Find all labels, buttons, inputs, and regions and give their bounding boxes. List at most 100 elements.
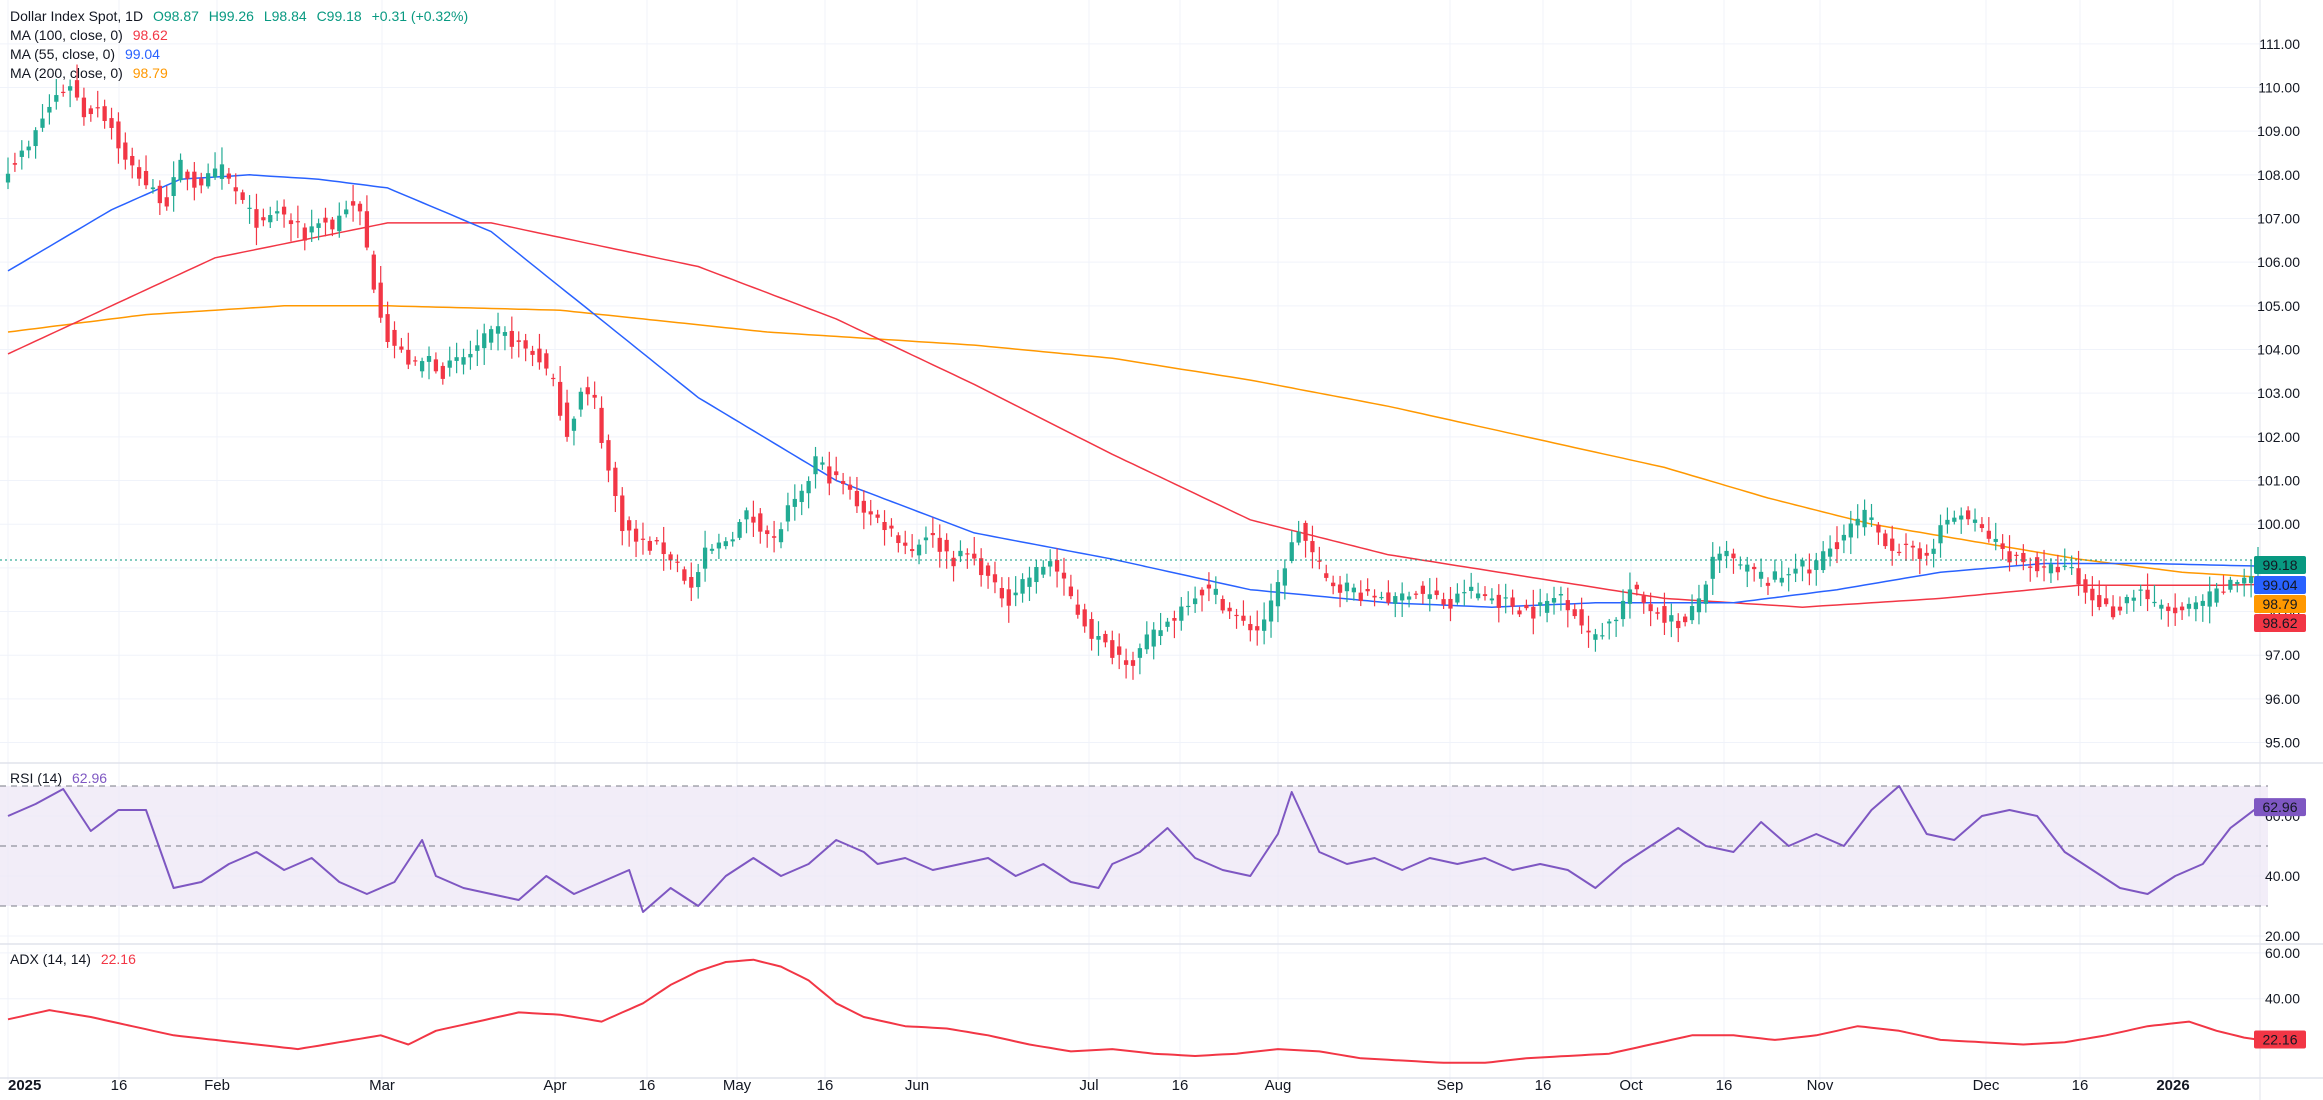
candle [1013, 576, 1018, 607]
candle [2228, 576, 2233, 593]
candle [1703, 580, 1708, 613]
candle [1883, 529, 1888, 549]
candle [771, 520, 777, 553]
candle [468, 340, 473, 370]
x-tick-label: Apr [543, 1077, 566, 1094]
candle [2069, 555, 2074, 575]
low-value: L98.84 [263, 8, 307, 24]
candle [1234, 608, 1239, 629]
candle [882, 510, 887, 546]
candle [1192, 586, 1198, 613]
candle [958, 540, 963, 563]
candle [5, 157, 11, 190]
candle [1986, 517, 1991, 543]
candle [378, 265, 383, 323]
candle [1731, 548, 1736, 574]
candle [509, 316, 514, 359]
candle [820, 456, 825, 470]
candle [192, 162, 197, 201]
y-tick-label: 106.00 [2257, 254, 2300, 270]
candle [1137, 643, 1143, 675]
adx-line [7, 958, 2259, 1064]
candle [2207, 576, 2212, 624]
candle [1758, 558, 1764, 588]
candle [1027, 566, 1032, 602]
candle [302, 223, 307, 251]
candle [2221, 575, 2226, 595]
candle [1103, 630, 1108, 648]
candle [1765, 577, 1771, 596]
svg-text:99.18: 99.18 [2262, 557, 2297, 573]
candle [1289, 530, 1294, 564]
candle [1531, 589, 1536, 635]
adx-value-tag: 22.16 [2254, 1030, 2306, 1049]
candle [1282, 559, 1287, 600]
candle [1379, 591, 1384, 600]
candle [1600, 622, 1605, 640]
candle [1227, 602, 1232, 619]
candle [523, 333, 528, 362]
candle [1683, 613, 1688, 627]
candle [26, 140, 31, 159]
close-value: C99.18 [316, 8, 362, 24]
candle [2028, 557, 2033, 582]
candle [1572, 603, 1577, 619]
candle [1689, 594, 1695, 625]
x-tick-label: 2026 [2156, 1077, 2189, 1094]
candle [426, 346, 432, 380]
candle [406, 332, 411, 370]
x-tick-label: 16 [2072, 1077, 2089, 1094]
candle [164, 185, 169, 211]
candle [275, 200, 280, 221]
candle [516, 331, 521, 358]
candle [178, 153, 183, 183]
candle [1924, 544, 1929, 566]
candle [2048, 558, 2054, 584]
candle [54, 78, 59, 110]
candle [40, 104, 45, 132]
candle [137, 159, 142, 186]
candle [716, 533, 722, 559]
candle [1821, 541, 1826, 573]
candle [2248, 559, 2254, 598]
candle [606, 434, 611, 483]
candle [551, 373, 556, 387]
candle [2145, 573, 2150, 612]
candle [95, 90, 100, 118]
candle [344, 200, 349, 218]
candle [281, 199, 287, 228]
candle [399, 337, 404, 353]
y-tick-label: 109.00 [2257, 123, 2300, 139]
candle [1248, 615, 1253, 642]
price-tags: 99.18 99.04 98.79 98.62 62.96 22.16 [2254, 556, 2306, 1049]
ma200-value: 98.79 [132, 65, 168, 81]
candle [371, 250, 376, 294]
candle [1344, 573, 1350, 603]
candle [578, 387, 583, 417]
candle [1607, 618, 1612, 640]
candle [2166, 603, 2171, 627]
candle [868, 499, 873, 526]
candle [1220, 595, 1225, 614]
ma200-label: MA (200, close, 0) [10, 65, 123, 81]
candle [1034, 560, 1039, 594]
candle [785, 492, 791, 532]
svg-text:22.16: 22.16 [2262, 1032, 2297, 1048]
candle [813, 446, 818, 489]
candle [1565, 587, 1570, 628]
candle [2159, 599, 2164, 620]
candle [440, 362, 445, 385]
candle [2110, 595, 2116, 620]
candle [799, 484, 804, 516]
x-tick-label: 16 [1172, 1077, 1189, 1094]
candle [385, 301, 390, 348]
y-tick-label: 105.00 [2257, 298, 2300, 314]
candle [1241, 600, 1246, 626]
candle [1641, 591, 1646, 614]
time-axis[interactable]: 2025 16 Feb Mar Apr 16 May 16 Jun Jul 16 Aug Sep 16 Oc… [8, 1077, 2190, 1094]
candle [254, 193, 259, 246]
candle [1993, 522, 1998, 551]
candle [1910, 540, 1916, 561]
candle [1206, 572, 1212, 602]
